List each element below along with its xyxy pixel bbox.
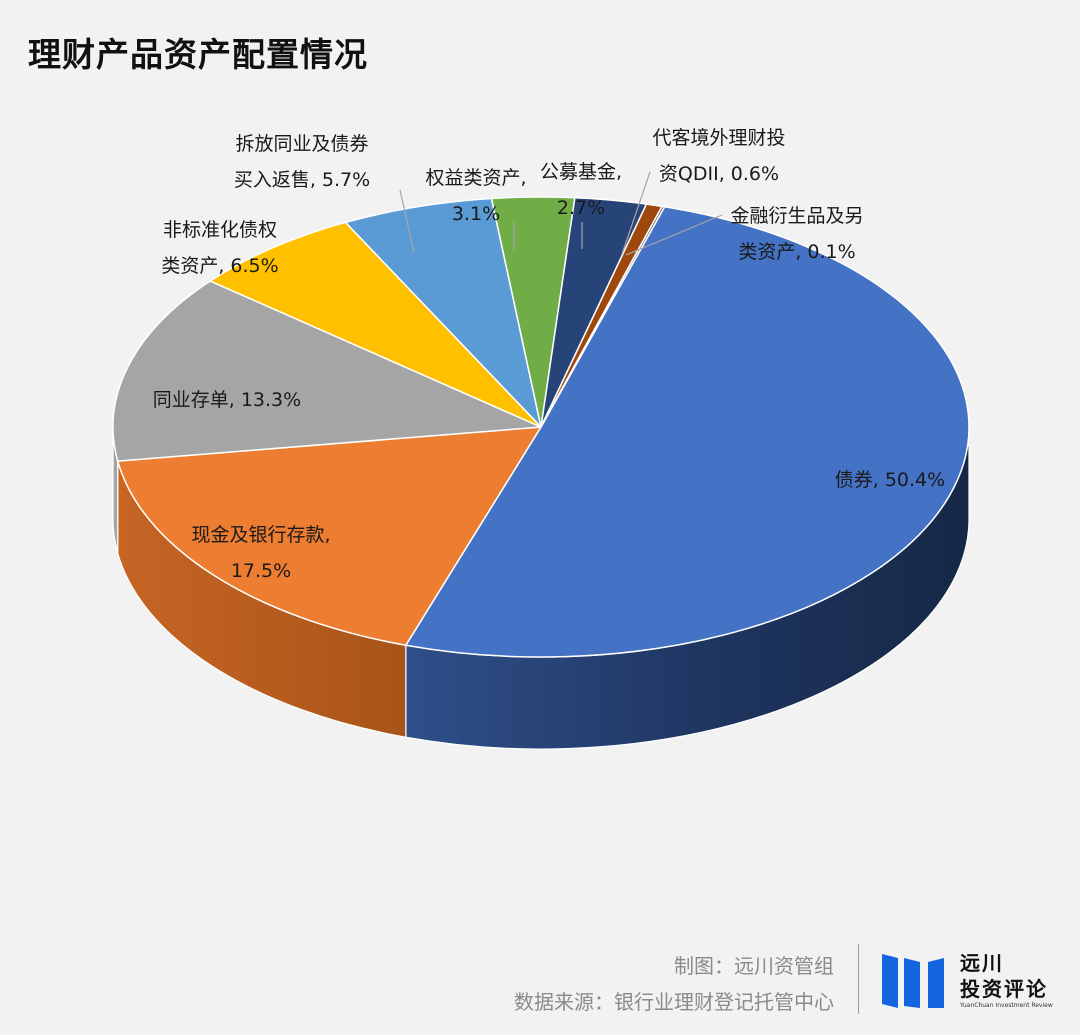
brand-logo-text: 远川 投资评论 YuanChuan Investment Review [960,950,1053,1010]
brand-logo-icon [882,954,944,1008]
logo-bar-3 [928,958,944,1008]
leader-line-拆放同业及债券买入返售 [399,189,415,253]
leader-line-金融衍生品及另类资产 [625,214,723,256]
slice-label-非标准化债权类资产: 非标准化债权类资产, 6.5% [161,219,278,277]
slice-label-权益类资产: 权益类资产, 3.1% [425,167,526,225]
pie-slice-现金及银行存款 [116,426,542,646]
data-source: 数据来源：银行业理财登记托管中心 [514,990,834,1014]
chart-credit: 制图：远川资管组 [674,954,834,978]
pie-top-layer [112,196,970,658]
slice-label-同业存单: 同业存单, 13.3% [153,389,301,411]
slice-labels: 债券, 50.4% 现金及银行存款, 17.5% 同业存单, 13.3% 非标准化债权类… [153,127,945,582]
logo-subtitle: YuanChuan Investment Review [960,1002,1053,1009]
pie-slice-同业存单 [112,280,542,462]
pie-slice-债券 [405,206,970,658]
footer: 制图：远川资管组 数据来源：银行业理财登记托管中心 [514,948,834,1020]
logo-bar-2 [904,958,920,1008]
chart-title: 理财产品资产配置情况 [28,35,368,74]
pie-slice-金融衍生品及另类资产 [540,205,666,428]
slice-label-现金及银行存款: 现金及银行存款, 17.5% [191,524,330,582]
leader-lines [399,171,723,256]
slice-label-公募基金: 公募基金, 2.7% [540,161,622,219]
slice-label-代客境外理财投资QDII: 代客境外理财投资QDII, 0.6% [652,127,785,185]
slice-label-债券: 债券, 50.4% [835,469,945,491]
footer-divider [858,944,859,1014]
leader-line-代客境外理财投资QDII [621,171,651,255]
pie-slice-拆放同业及债券买入返售 [344,197,542,428]
slice-label-拆放同业及债券买入返售: 拆放同业及债券买入返售, 5.7% [234,133,370,191]
logo-bar-1 [882,954,898,1008]
logo-name-line2: 投资评论 [960,977,1048,1001]
slice-label-金融衍生品及另类资产: 金融衍生品及另类资产, 0.1% [730,205,863,263]
logo-name-line1: 远川 [960,951,1004,975]
pie-slice-非标准化债权类资产 [209,221,542,428]
